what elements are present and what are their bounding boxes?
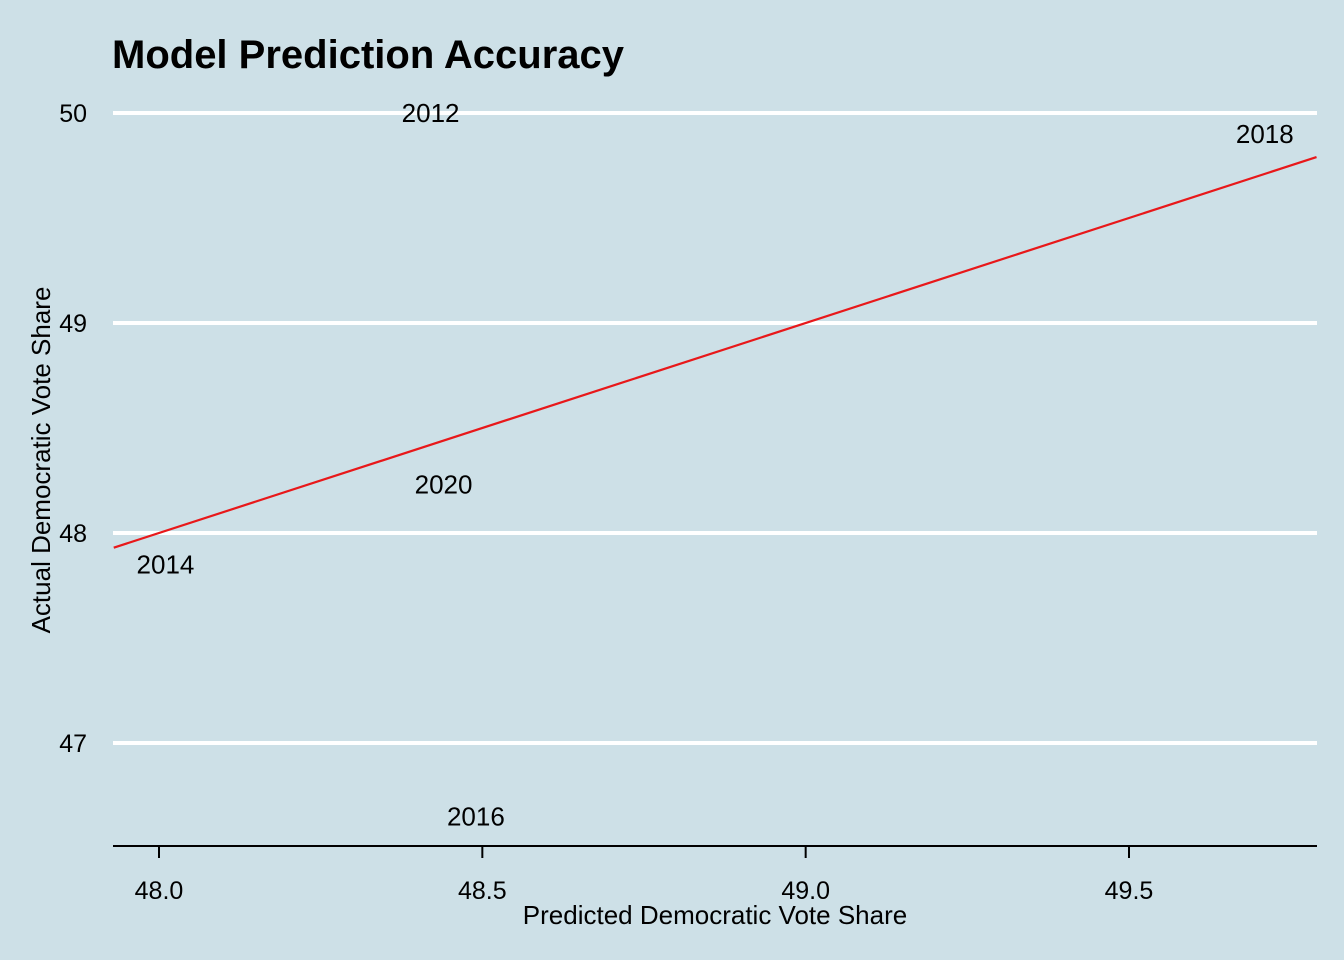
y-tick-label: 47 xyxy=(59,730,87,758)
point-label-2018: 2018 xyxy=(1236,119,1294,149)
y-tick-label: 50 xyxy=(59,100,87,128)
x-tick-label: 48.0 xyxy=(135,877,184,905)
point-label-2016: 2016 xyxy=(447,802,505,832)
chart-title: Model Prediction Accuracy xyxy=(112,33,625,77)
y-axis-title: Actual Democratic Vote Share xyxy=(26,287,56,634)
y-tick-label: 48 xyxy=(59,520,87,548)
point-label-2014: 2014 xyxy=(137,550,195,580)
x-ticks: 48.0 48.5 49.0 49.5 xyxy=(135,846,1154,905)
point-label-2020: 2020 xyxy=(415,470,473,500)
y-tick-labels: 47 48 49 50 xyxy=(59,100,87,758)
y-tick-label: 49 xyxy=(59,310,87,338)
point-label-2012: 2012 xyxy=(402,98,460,128)
grid-lines xyxy=(113,111,1317,745)
reference-line xyxy=(113,156,1317,549)
x-axis-title: Predicted Democratic Vote Share xyxy=(523,900,907,930)
x-tick-label: 49.5 xyxy=(1105,877,1154,905)
x-tick-label: 48.5 xyxy=(458,877,507,905)
point-labels: 2012 2014 2016 2018 2020 xyxy=(137,98,1294,832)
x-tick-label: 49.0 xyxy=(781,877,830,905)
